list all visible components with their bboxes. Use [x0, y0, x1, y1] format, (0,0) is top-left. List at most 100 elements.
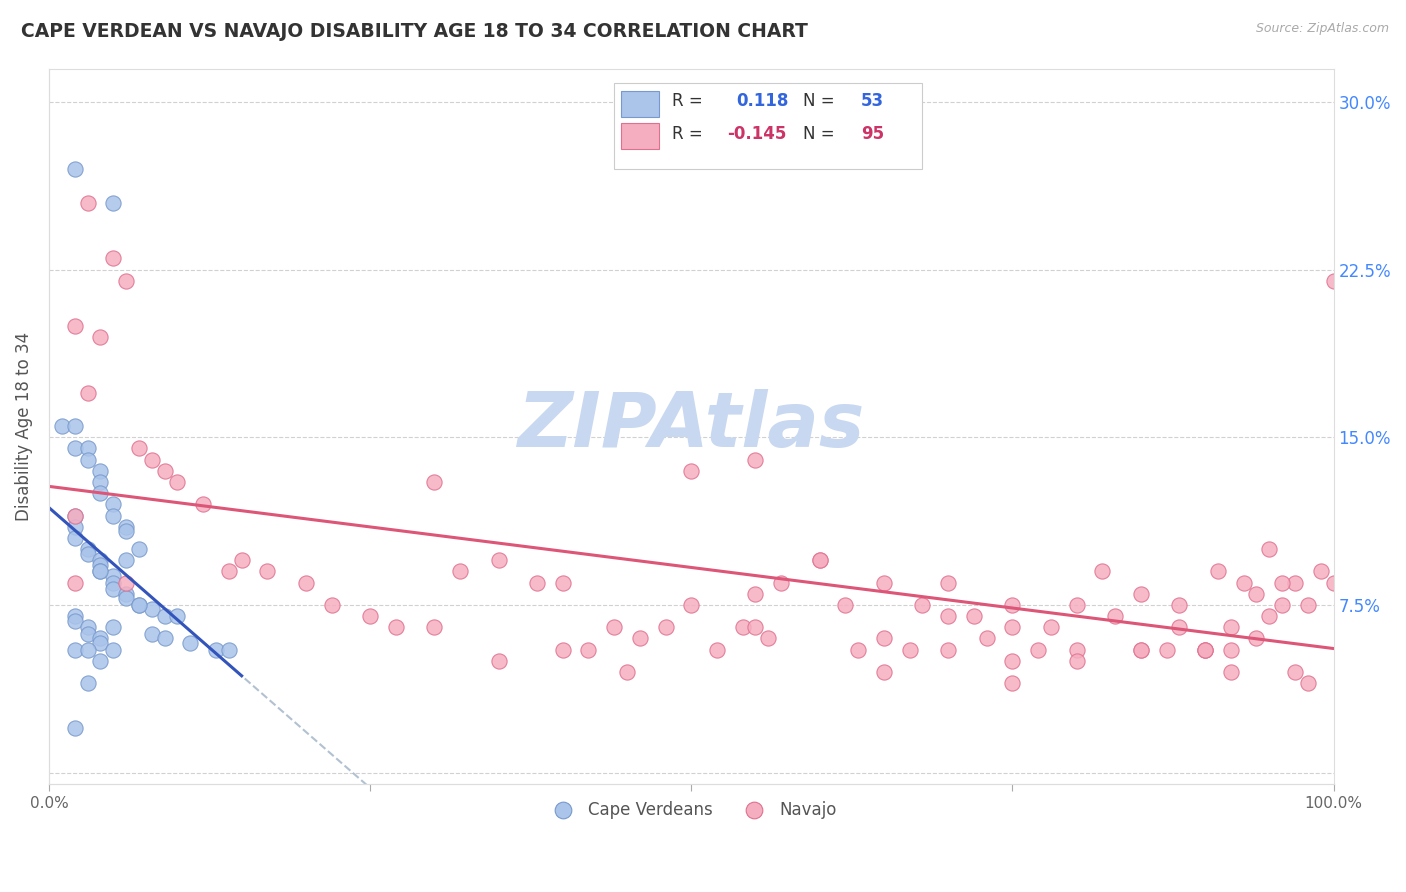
Point: [1284, 665, 1306, 679]
Point: [488, 553, 510, 567]
Point: [1322, 575, 1344, 590]
Point: [1219, 665, 1241, 679]
Text: ZIPAtlas: ZIPAtlas: [517, 389, 865, 463]
Point: [128, 598, 150, 612]
Point: [63, 442, 86, 456]
Point: [1168, 620, 1191, 634]
Text: R =: R =: [672, 92, 703, 110]
Point: [603, 620, 626, 634]
Point: [1296, 598, 1319, 612]
Point: [103, 575, 125, 590]
Point: [1194, 642, 1216, 657]
Point: [936, 642, 959, 657]
Point: [231, 553, 253, 567]
Point: [76, 676, 98, 690]
Point: [153, 464, 176, 478]
Point: [63, 721, 86, 735]
Point: [76, 547, 98, 561]
Point: [1322, 274, 1344, 288]
Point: [89, 558, 111, 572]
Point: [89, 632, 111, 646]
Point: [51, 419, 73, 434]
Point: [115, 519, 138, 533]
Point: [1206, 565, 1229, 579]
Point: [89, 486, 111, 500]
Point: [1001, 620, 1024, 634]
Point: [756, 632, 779, 646]
Point: [76, 385, 98, 400]
Point: [115, 553, 138, 567]
Point: [1271, 598, 1294, 612]
Point: [1284, 575, 1306, 590]
Point: [1001, 654, 1024, 668]
Point: [359, 609, 381, 624]
Point: [1066, 598, 1088, 612]
Point: [63, 318, 86, 333]
Point: [551, 575, 574, 590]
Point: [1246, 632, 1268, 646]
Point: [706, 642, 728, 657]
Point: [1296, 676, 1319, 690]
Point: [1194, 642, 1216, 657]
Point: [1039, 620, 1062, 634]
Text: N =: N =: [803, 125, 835, 144]
Y-axis label: Disability Age 18 to 34: Disability Age 18 to 34: [15, 332, 32, 521]
Point: [63, 575, 86, 590]
Point: [936, 609, 959, 624]
Point: [141, 602, 163, 616]
Point: [218, 565, 240, 579]
Point: [63, 419, 86, 434]
Point: [218, 642, 240, 657]
Point: [115, 591, 138, 606]
Point: [103, 497, 125, 511]
Point: [385, 620, 408, 634]
Text: -0.145: -0.145: [727, 125, 786, 144]
Point: [834, 598, 856, 612]
Point: [63, 614, 86, 628]
Point: [976, 632, 998, 646]
Point: [103, 195, 125, 210]
Point: [128, 598, 150, 612]
Point: [63, 508, 86, 523]
Text: R =: R =: [672, 125, 703, 144]
Point: [1309, 565, 1331, 579]
Point: [103, 508, 125, 523]
Point: [103, 582, 125, 597]
Point: [873, 575, 896, 590]
Text: N =: N =: [803, 92, 835, 110]
Point: [103, 569, 125, 583]
Point: [681, 464, 703, 478]
Point: [103, 642, 125, 657]
Point: [1156, 642, 1178, 657]
Point: [616, 665, 638, 679]
Point: [321, 598, 343, 612]
Point: [1129, 642, 1152, 657]
Point: [744, 587, 766, 601]
Point: [936, 575, 959, 590]
Point: [551, 642, 574, 657]
Point: [449, 565, 471, 579]
Point: [423, 620, 446, 634]
Point: [153, 632, 176, 646]
Point: [141, 452, 163, 467]
Point: [1129, 587, 1152, 601]
Point: [808, 553, 831, 567]
Point: [1258, 542, 1281, 557]
Point: [76, 442, 98, 456]
Point: [89, 553, 111, 567]
Point: [89, 654, 111, 668]
Point: [873, 632, 896, 646]
Point: [63, 519, 86, 533]
Point: [115, 274, 138, 288]
Text: 53: 53: [860, 92, 884, 110]
Point: [115, 575, 138, 590]
Point: [89, 464, 111, 478]
Point: [731, 620, 754, 634]
Point: [1194, 642, 1216, 657]
Point: [115, 587, 138, 601]
FancyBboxPatch shape: [614, 83, 922, 169]
Text: Source: ZipAtlas.com: Source: ZipAtlas.com: [1256, 22, 1389, 36]
Point: [89, 475, 111, 489]
Point: [76, 627, 98, 641]
Point: [873, 665, 896, 679]
